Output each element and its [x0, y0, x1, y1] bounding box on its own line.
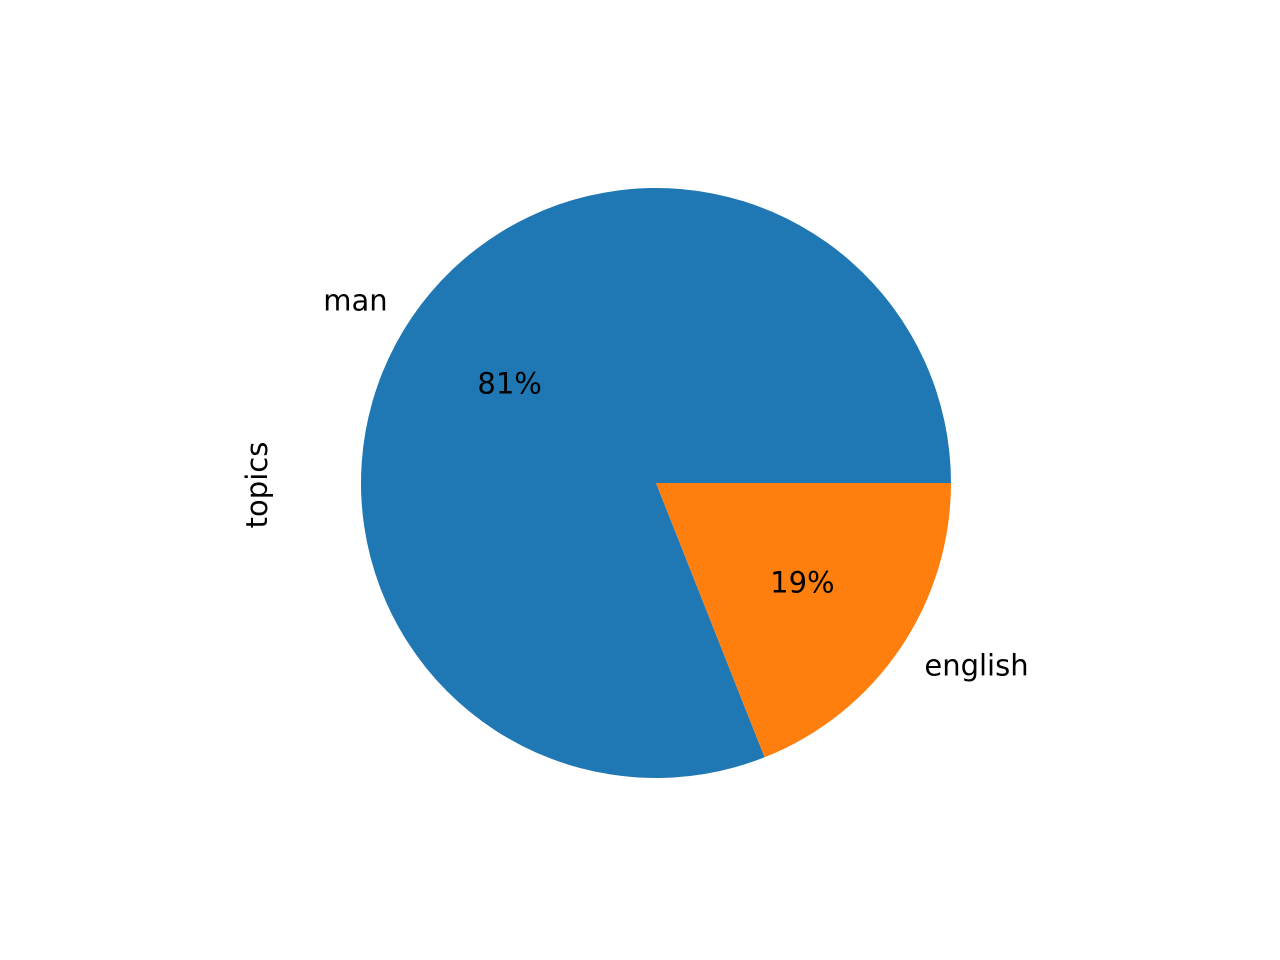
slice-pct-man: 81% — [477, 367, 541, 401]
pie-slice-man — [360, 187, 951, 778]
slice-pct-english: 19% — [770, 565, 834, 599]
slice-label-english: english — [924, 648, 1028, 682]
pie-slice-english — [656, 483, 951, 758]
y-axis-label: topics — [240, 441, 274, 529]
slice-label-man: man — [323, 284, 387, 318]
